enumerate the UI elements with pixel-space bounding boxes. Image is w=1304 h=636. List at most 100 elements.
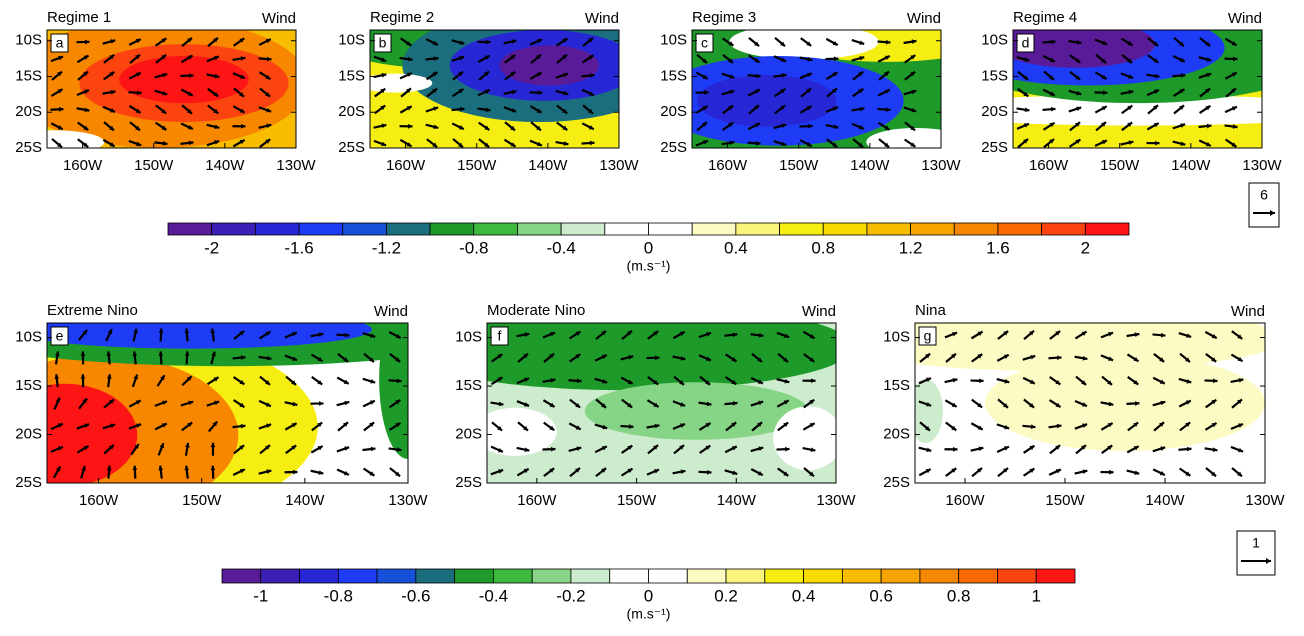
colorbar-swatch xyxy=(1042,223,1086,235)
colorbar-swatch xyxy=(343,223,387,235)
colorbar-swatch xyxy=(532,569,571,583)
panel-title: Nina xyxy=(915,302,947,319)
y-tick-label: 20S xyxy=(455,425,482,442)
x-tick-label: 130W xyxy=(276,157,316,174)
colorbar-swatch xyxy=(881,569,920,583)
panel-title: Regime 4 xyxy=(1013,9,1077,26)
x-tick-label: 150W xyxy=(134,157,174,174)
map-field xyxy=(5,18,309,154)
y-tick-label: 10S xyxy=(660,32,687,49)
colorbar-swatch xyxy=(726,569,765,583)
y-tick-label: 20S xyxy=(883,425,910,442)
y-tick-label: 25S xyxy=(981,139,1008,156)
panel-title: Regime 2 xyxy=(370,9,434,26)
x-tick-label: 160W xyxy=(63,157,103,174)
y-tick-label: 15S xyxy=(883,377,910,394)
colorbar-swatch xyxy=(765,569,804,583)
field-contour xyxy=(358,74,433,93)
y-tick-label: 20S xyxy=(338,103,365,120)
colorbar-swatch xyxy=(823,223,867,235)
colorbar-tick-label: -2 xyxy=(204,238,219,257)
panel-wind-label: Wind xyxy=(262,10,296,27)
panel-letter: d xyxy=(1022,35,1030,51)
map-field xyxy=(0,296,498,523)
colorbar-unit: (m.s⁻¹) xyxy=(627,258,671,274)
colorbar-tick-label: 0.4 xyxy=(792,586,816,605)
panel-title: Regime 3 xyxy=(692,9,756,26)
reference-vector-label: 1 xyxy=(1252,535,1260,551)
colorbar-swatch xyxy=(338,569,377,583)
reference-vector-label: 6 xyxy=(1260,187,1268,203)
x-tick-label: 140W xyxy=(717,492,757,509)
colorbar-swatch xyxy=(212,223,256,235)
x-tick-label: 150W xyxy=(457,157,497,174)
y-tick-label: 15S xyxy=(981,67,1008,84)
y-tick-label: 10S xyxy=(455,329,482,346)
x-tick-label: 130W xyxy=(388,492,428,509)
y-tick-label: 25S xyxy=(338,139,365,156)
x-tick-label: 130W xyxy=(599,157,639,174)
colorbar-swatch xyxy=(561,223,605,235)
colorbar-swatch xyxy=(1085,223,1129,235)
colorbar-swatch xyxy=(649,223,693,235)
colorbar-tick-label: -0.2 xyxy=(556,586,585,605)
colorbar-swatch xyxy=(261,569,300,583)
colorbar-swatch xyxy=(687,569,726,583)
colorbar-tick-label: 0.8 xyxy=(811,238,835,257)
x-tick-label: 130W xyxy=(1242,157,1282,174)
x-tick-label: 150W xyxy=(617,492,657,509)
colorbar-swatch xyxy=(300,569,339,583)
colorbar-tick-label: 1.6 xyxy=(986,238,1010,257)
panel-letter: e xyxy=(56,328,64,344)
colorbar-swatch xyxy=(299,223,343,235)
colorbar-swatch xyxy=(780,223,824,235)
x-tick-label: 130W xyxy=(921,157,961,174)
colorbar-swatch xyxy=(804,569,843,583)
panel-letter: g xyxy=(924,328,932,344)
colorbar-swatch xyxy=(255,223,299,235)
x-tick-label: 150W xyxy=(779,157,819,174)
y-tick-label: 15S xyxy=(338,67,365,84)
y-tick-label: 10S xyxy=(15,329,42,346)
colorbar-swatch xyxy=(168,223,212,235)
y-tick-label: 25S xyxy=(660,139,687,156)
x-tick-label: 160W xyxy=(386,157,426,174)
panel-title: Moderate Nino xyxy=(487,302,585,319)
colorbar-unit: (m.s⁻¹) xyxy=(627,606,671,622)
colorbar-tick-label: 0.8 xyxy=(947,586,971,605)
panel-wind-label: Wind xyxy=(802,303,836,320)
panel-wind-label: Wind xyxy=(1231,303,1265,320)
panel-title: Regime 1 xyxy=(47,9,111,26)
colorbar-swatch xyxy=(920,569,959,583)
x-tick-label: 150W xyxy=(1045,492,1085,509)
x-tick-label: 150W xyxy=(1100,157,1140,174)
panel-wind-label: Wind xyxy=(907,10,941,27)
colorbar-swatch xyxy=(997,569,1036,583)
x-tick-label: 140W xyxy=(1145,492,1185,509)
field-contour xyxy=(773,406,843,470)
y-tick-label: 20S xyxy=(15,425,42,442)
y-tick-label: 10S xyxy=(981,32,1008,49)
panel-wind-label: Wind xyxy=(374,303,408,320)
x-tick-label: 130W xyxy=(816,492,856,509)
colorbar-tick-label: -1.6 xyxy=(284,238,313,257)
panel-wind-label: Wind xyxy=(585,10,619,27)
y-tick-label: 15S xyxy=(455,377,482,394)
x-tick-label: 130W xyxy=(1245,492,1285,509)
colorbar-tick-label: 0 xyxy=(644,238,653,257)
colorbar-tick-label: 0.4 xyxy=(724,238,748,257)
colorbar-tick-label: 2 xyxy=(1081,238,1090,257)
y-tick-label: 25S xyxy=(15,139,42,156)
colorbar-tick-label: -0.8 xyxy=(324,586,353,605)
x-tick-label: 140W xyxy=(850,157,890,174)
colorbar-tick-label: -0.6 xyxy=(401,586,430,605)
colorbar-swatch xyxy=(386,223,430,235)
colorbar-tick-label: -0.8 xyxy=(459,238,488,257)
y-tick-label: 15S xyxy=(660,67,687,84)
colorbar-tick-label: 0.6 xyxy=(869,586,893,605)
field-contour xyxy=(119,56,248,103)
y-tick-label: 10S xyxy=(338,32,365,49)
y-tick-label: 15S xyxy=(15,377,42,394)
field-contour xyxy=(499,45,599,85)
x-tick-label: 160W xyxy=(708,157,748,174)
